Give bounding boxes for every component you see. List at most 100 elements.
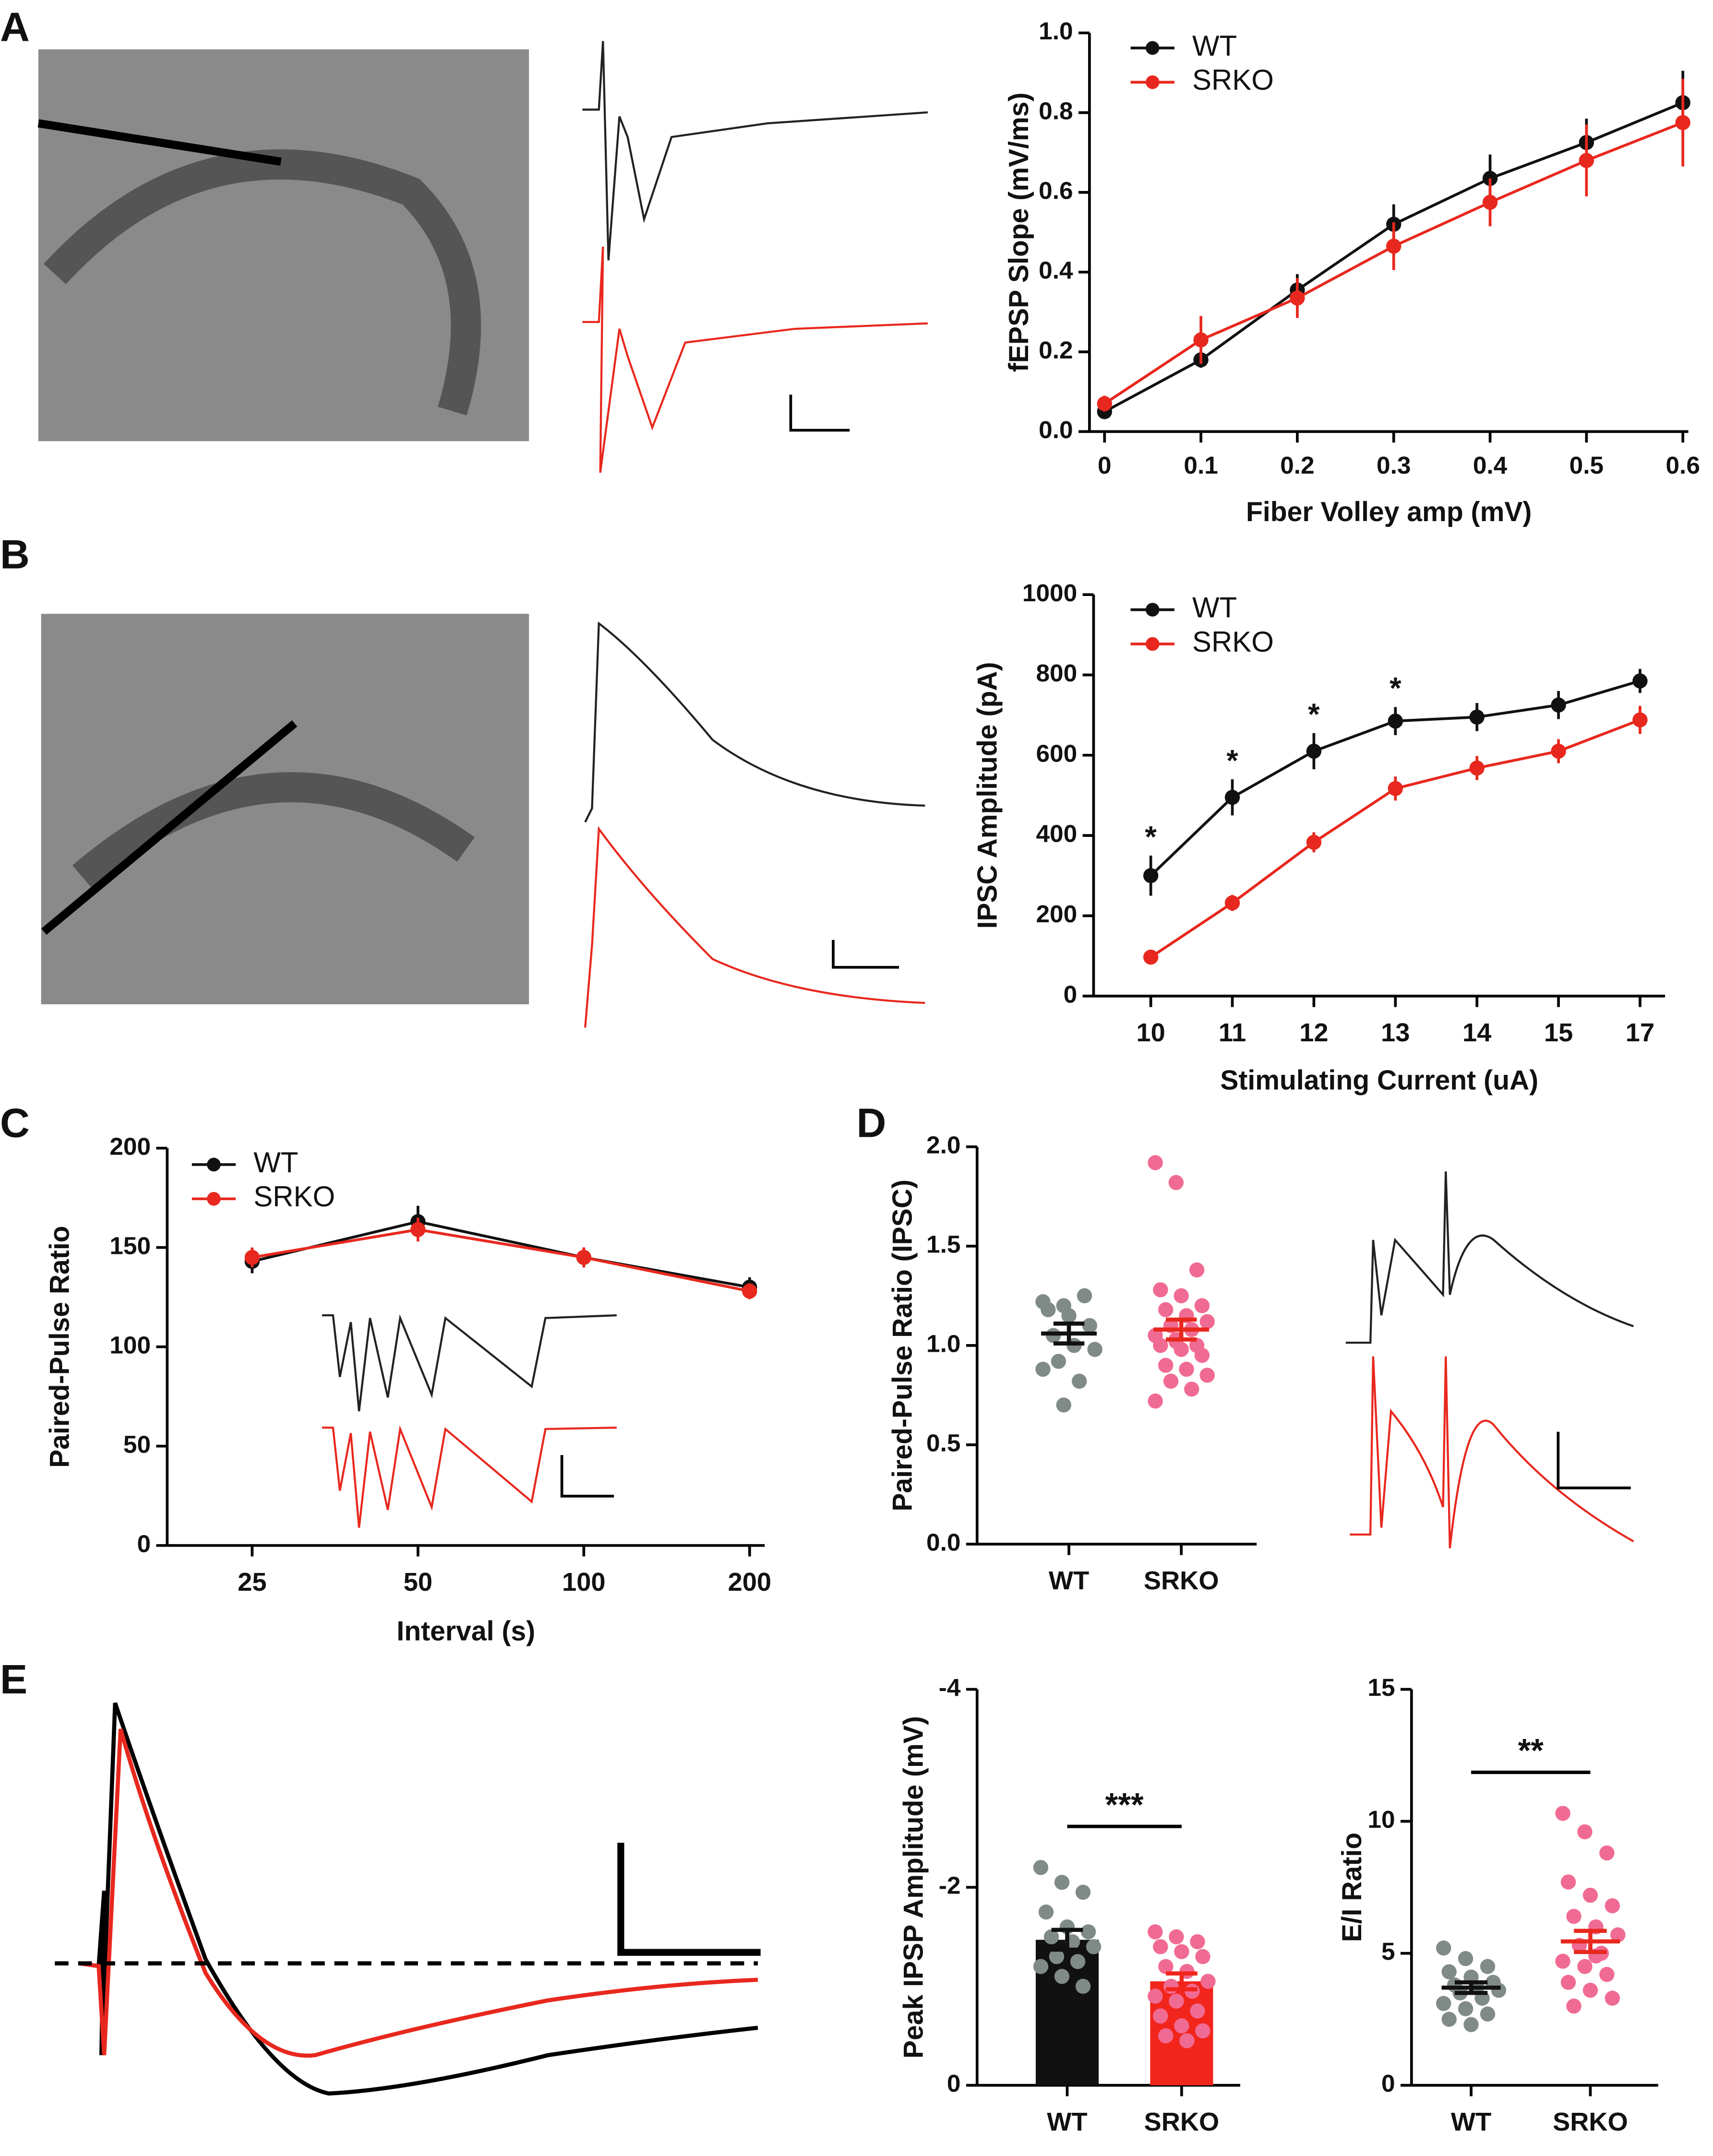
x-axis-label: Interval (s) xyxy=(396,1616,535,1647)
trace xyxy=(79,1702,758,2096)
y-tick-label: 200 xyxy=(1036,900,1077,928)
panel-label: A xyxy=(0,4,30,50)
panel-label: E xyxy=(0,1656,27,1703)
significance: *** xyxy=(1105,1786,1144,1823)
point xyxy=(1436,1996,1451,2011)
point xyxy=(1551,697,1566,713)
legend-marker xyxy=(1145,41,1160,55)
legend-label: WT xyxy=(1192,591,1237,623)
y-tick-label: 5 xyxy=(1381,1937,1395,1965)
point xyxy=(742,1284,757,1299)
point xyxy=(1388,714,1403,729)
legend-label: SRKO xyxy=(1192,64,1274,96)
x-tick-label: 200 xyxy=(728,1568,771,1596)
y-axis-label: Paired-Pulse Ratio (IPSC) xyxy=(887,1179,918,1512)
point xyxy=(1169,1929,1184,1944)
point xyxy=(1675,115,1690,131)
point xyxy=(1200,1974,1216,1989)
point xyxy=(1491,1982,1507,1998)
electrode xyxy=(37,119,282,166)
y-tick-label: 100 xyxy=(109,1331,151,1358)
point xyxy=(1463,2017,1479,2032)
x-tick-label: 14 xyxy=(1462,1018,1491,1047)
point xyxy=(1469,760,1485,776)
point xyxy=(1480,2006,1496,2022)
y-tick-label: 200 xyxy=(109,1132,151,1160)
x-tick-label: 0.1 xyxy=(1184,451,1218,479)
legend-marker xyxy=(1145,637,1160,651)
point xyxy=(1386,238,1402,254)
point xyxy=(1458,2001,1473,2016)
point xyxy=(1086,1939,1102,1954)
panel-label: C xyxy=(0,1100,30,1146)
y-axis-label: E/I Ratio xyxy=(1337,1833,1367,1942)
legend-label: SRKO xyxy=(253,1180,335,1213)
scale-bar xyxy=(789,394,850,432)
point xyxy=(1179,1361,1194,1377)
point xyxy=(1195,1949,1210,1965)
point xyxy=(1551,743,1566,759)
point xyxy=(1174,2018,1189,2034)
significance: * xyxy=(1145,820,1157,854)
x-tick-label: SRKO xyxy=(1553,2108,1628,2136)
x-tick-label: 13 xyxy=(1381,1018,1410,1047)
y-tick-label: 1000 xyxy=(1022,579,1077,607)
y-tick-label: 800 xyxy=(1036,659,1077,687)
point xyxy=(1033,1860,1049,1875)
point xyxy=(1482,194,1498,210)
y-tick-label: 1.0 xyxy=(926,1329,960,1357)
point xyxy=(1224,789,1240,805)
y-tick-label: 0 xyxy=(1064,980,1078,1008)
point xyxy=(1054,1875,1070,1890)
point xyxy=(1148,1155,1163,1170)
point xyxy=(1143,868,1159,883)
legend-marker xyxy=(1145,75,1160,89)
point xyxy=(1038,1904,1054,1920)
point xyxy=(1290,290,1305,306)
y-axis-label: Paired-Pulse Ratio xyxy=(45,1226,75,1467)
point xyxy=(576,1250,592,1265)
y-tick-label: 0 xyxy=(947,2069,961,2097)
panel-label: B xyxy=(0,532,30,578)
point xyxy=(1441,1964,1457,1979)
trace xyxy=(1350,1356,1634,1549)
point xyxy=(1306,743,1322,759)
legend-marker xyxy=(207,1192,221,1206)
x-tick-label: 25 xyxy=(238,1568,266,1596)
point xyxy=(1605,1990,1620,2006)
x-tick-label: 0.4 xyxy=(1473,451,1508,479)
point xyxy=(1051,1354,1066,1369)
point xyxy=(1043,1929,1059,1944)
series-line xyxy=(252,1220,750,1289)
point xyxy=(1555,1806,1570,1821)
point xyxy=(1049,1949,1065,1965)
point xyxy=(1080,1924,1096,1940)
point xyxy=(1077,1288,1092,1304)
significance: * xyxy=(1390,672,1402,705)
point xyxy=(1075,1978,1091,1994)
y-tick-label: 10 xyxy=(1367,1805,1395,1833)
trace xyxy=(584,621,925,823)
point xyxy=(1480,1959,1496,1974)
point xyxy=(1605,1898,1620,1914)
point xyxy=(1158,1959,1174,1974)
x-tick-label: WT xyxy=(1451,2108,1491,2136)
point xyxy=(1560,1975,1576,1990)
significance: ** xyxy=(1518,1732,1544,1769)
point xyxy=(1082,1318,1098,1334)
legend-label: WT xyxy=(253,1146,298,1179)
point xyxy=(1555,1954,1570,1969)
trace xyxy=(79,1728,758,2058)
point xyxy=(1169,1993,1184,2009)
series-line xyxy=(252,1228,750,1293)
x-tick-label: SRKO xyxy=(1144,1566,1219,1595)
point xyxy=(1469,709,1485,725)
trace xyxy=(1345,1171,1634,1344)
point xyxy=(410,1222,426,1238)
trace xyxy=(322,1314,617,1412)
point xyxy=(1163,1373,1179,1389)
point xyxy=(1148,1989,1163,2004)
point xyxy=(1061,1308,1077,1323)
x-axis-label: Fiber Volley amp (mV) xyxy=(1246,497,1532,527)
